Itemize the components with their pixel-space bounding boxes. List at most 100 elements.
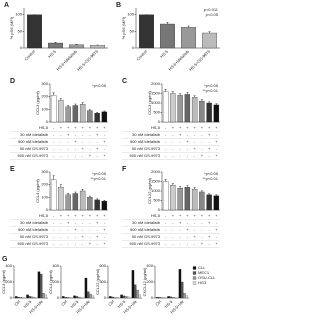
bar [58, 100, 64, 123]
condition-mark: - [60, 241, 62, 246]
condition-mark: + [193, 213, 196, 218]
bar [180, 281, 184, 299]
condition-mark: - [187, 132, 189, 137]
condition-mark: - [179, 241, 181, 246]
condition-mark: - [194, 139, 196, 144]
y-axis-label: CXCL12 (pg/ml) [142, 267, 147, 296]
condition-mark: - [53, 227, 55, 232]
y-tick-label: 200 [41, 94, 48, 99]
bar [26, 14, 42, 49]
bar [48, 42, 64, 49]
bar [86, 291, 90, 299]
condition-mark: - [75, 234, 77, 239]
bar [199, 100, 205, 123]
bar [66, 297, 70, 299]
panel-label: G [2, 256, 8, 263]
condition-mark: - [75, 220, 77, 225]
bar [72, 193, 79, 211]
condition-mark: + [208, 220, 211, 225]
condition-mark: - [165, 241, 167, 246]
bar [19, 297, 23, 299]
condition-mark: - [60, 132, 62, 137]
annotation: **p<0.01 [91, 176, 107, 181]
condition-mark: + [81, 234, 84, 239]
condition-mark: - [165, 125, 167, 130]
condition-label: 500 nM GS-9973 [130, 153, 161, 158]
bar [79, 190, 86, 211]
legend-label: HG3 [198, 280, 207, 285]
bar [206, 194, 212, 211]
bar [206, 102, 212, 123]
bar [44, 294, 47, 299]
condition-mark: - [53, 125, 55, 130]
condition-mark: - [89, 146, 91, 151]
condition-label: 50 nM Idelalisib [20, 132, 49, 137]
y-tick-label: 0 [158, 119, 161, 124]
condition-mark: + [96, 146, 99, 151]
condition-mark: - [82, 153, 84, 158]
condition-mark: + [89, 125, 92, 130]
legend-swatch [192, 266, 197, 270]
condition-mark: + [208, 213, 211, 218]
condition-mark: - [89, 227, 91, 232]
condition-label: HS-5 [39, 213, 49, 218]
condition-mark: - [82, 132, 84, 137]
y-tick-label: 0 [151, 295, 154, 300]
condition-mark: + [179, 213, 182, 218]
bar [87, 197, 93, 211]
condition-mark: + [201, 241, 204, 246]
condition-mark: - [89, 234, 91, 239]
condition-mark: - [208, 227, 210, 232]
condition-mark: + [193, 234, 196, 239]
bar [124, 296, 128, 299]
condition-mark: - [60, 146, 62, 151]
bar [178, 269, 182, 299]
bar [191, 188, 198, 211]
bar [131, 270, 135, 299]
bar [109, 296, 112, 299]
condition-mark: - [165, 153, 167, 158]
condition-mark: - [75, 241, 77, 246]
condition-mark: - [179, 153, 181, 158]
bar [184, 187, 191, 211]
condition-mark: + [74, 213, 77, 218]
condition-mark: - [67, 146, 69, 151]
condition-mark: - [179, 146, 181, 151]
condition-mark: - [53, 153, 55, 158]
condition-mark: + [208, 146, 211, 151]
bar [58, 187, 64, 211]
bar [84, 277, 88, 299]
condition-mark: + [96, 234, 99, 239]
condition-mark: - [208, 153, 210, 158]
y-axis-label: % pS6 (MFI) [121, 16, 126, 39]
condition-mark: + [172, 213, 175, 218]
condition-mark: - [82, 227, 84, 232]
bar [184, 94, 191, 123]
bar [28, 296, 32, 299]
bar [15, 296, 18, 299]
bar [191, 97, 198, 123]
bar [26, 294, 29, 299]
bar [185, 295, 188, 299]
condition-mark: - [172, 234, 174, 239]
condition-label: 500 nM Idelalisib [18, 139, 49, 144]
condition-mark: + [89, 213, 92, 218]
condition-mark: + [201, 213, 204, 218]
annotation: *p<0.05 [92, 83, 107, 88]
y-tick-label: 1000 [151, 188, 161, 193]
condition-mark: - [179, 234, 181, 239]
condition-mark: - [216, 234, 218, 239]
condition-mark: - [165, 139, 167, 144]
condition-mark: + [67, 220, 70, 225]
condition-mark: + [179, 132, 182, 137]
bar [162, 181, 169, 211]
condition-mark: - [216, 146, 218, 151]
annotation: **p<0.01 [203, 88, 219, 93]
x-tick-label: HS-5 [163, 298, 174, 309]
condition-mark: - [172, 241, 174, 246]
bar [170, 93, 176, 123]
bar [133, 284, 137, 299]
y-tick-label: 100 [41, 194, 48, 199]
condition-mark: - [194, 153, 196, 158]
